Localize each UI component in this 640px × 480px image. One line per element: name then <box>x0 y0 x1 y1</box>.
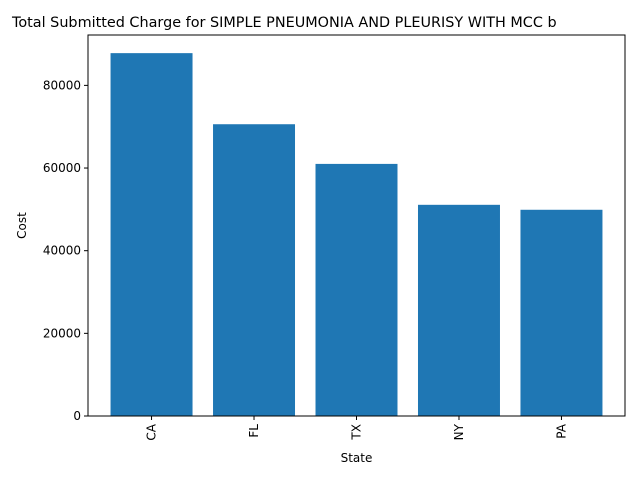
bar-tx <box>315 163 398 416</box>
x-tick-label: NY <box>452 423 466 440</box>
y-tick-label: 60000 <box>43 161 81 175</box>
x-tick-label: TX <box>350 424 364 441</box>
bar-fl <box>213 124 296 416</box>
y-tick-label: 40000 <box>43 244 81 258</box>
y-tick-label: 0 <box>73 409 81 423</box>
x-axis: CA FL TX NY PA <box>145 416 568 441</box>
x-tick-label: FL <box>247 424 261 438</box>
y-tick-label: 80000 <box>43 78 81 92</box>
x-tick-label: PA <box>554 423 568 438</box>
chart-title: Total Submitted Charge for SIMPLE PNEUMO… <box>11 15 557 31</box>
y-axis-label: Cost <box>15 212 29 239</box>
bars-group <box>110 53 603 417</box>
bar-ny <box>417 204 500 416</box>
y-axis: 0 20000 40000 60000 80000 <box>43 78 88 423</box>
x-tick-label: CA <box>145 423 159 440</box>
bar-pa <box>520 209 603 416</box>
y-tick-label: 20000 <box>43 326 81 340</box>
x-axis-label: State <box>341 451 373 465</box>
bar-ca <box>110 53 193 417</box>
